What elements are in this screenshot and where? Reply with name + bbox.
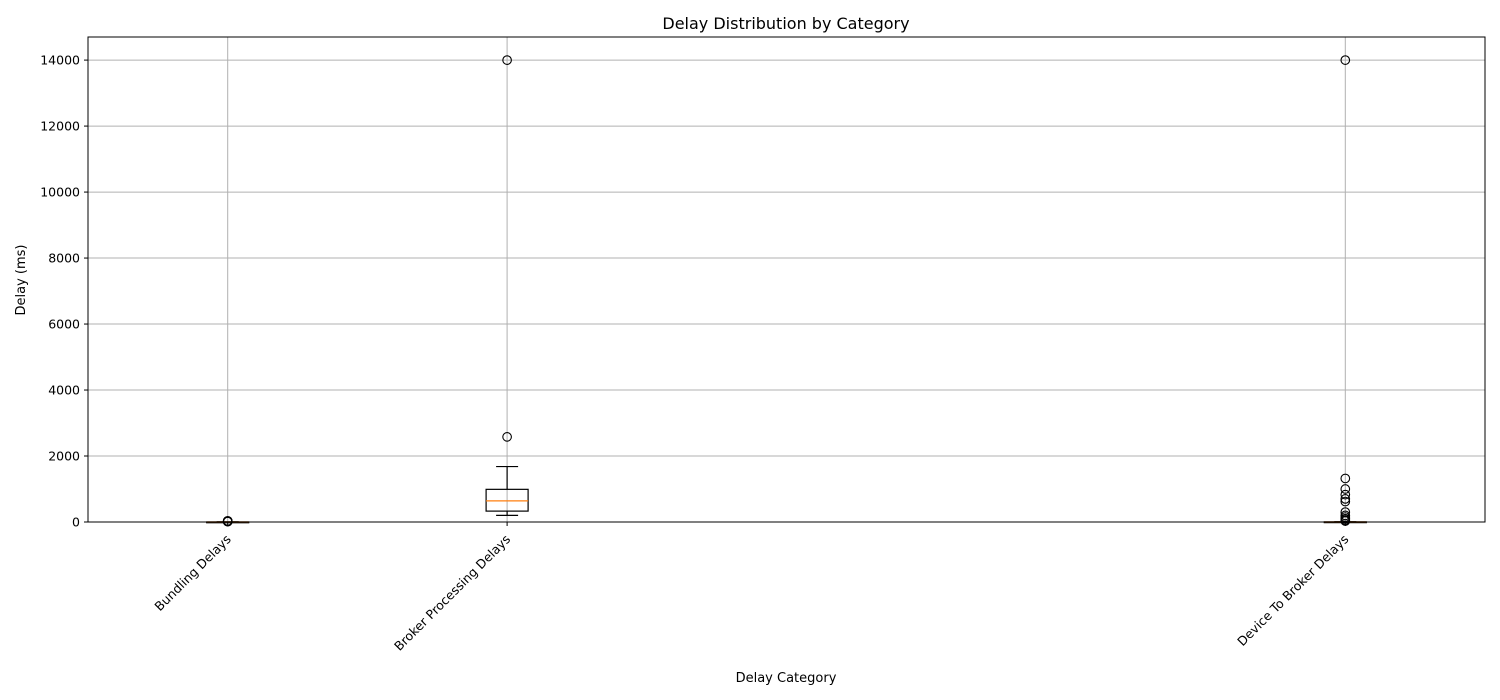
y-tick-label: 4000 — [48, 383, 80, 398]
iqr-box — [485, 488, 529, 512]
outlier-point — [1340, 496, 1351, 507]
chart-title: Delay Distribution by Category — [662, 14, 909, 33]
outlier-point — [1340, 507, 1351, 517]
axis-layer: 0 2000 4000 6000 8000 10000 12000 14000 Bundling… — [40, 36, 1486, 654]
plot-frame — [87, 36, 1486, 523]
outlier-point — [1340, 484, 1351, 494]
y-tick-label: 10000 — [40, 185, 80, 200]
outlier-point — [502, 55, 512, 65]
x-tick-label: Broker Processing Delays — [391, 532, 513, 654]
y-axis-label: Delay (ms) — [14, 245, 29, 316]
outlier-point — [1340, 55, 1351, 65]
x-tick-label: Device To Broker Delays — [1234, 532, 1351, 649]
box-group — [485, 55, 529, 517]
grid-lines — [88, 37, 1485, 523]
outlier-point — [1340, 494, 1351, 504]
y-tick-label: 8000 — [48, 251, 80, 266]
x-tick-label: Bundling Delays — [151, 532, 233, 614]
x-axis-label: Delay Category — [736, 671, 837, 686]
y-tick-label: 6000 — [48, 317, 80, 332]
y-tick-label: 14000 — [40, 53, 80, 68]
y-tick-label: 12000 — [40, 119, 80, 134]
outlier-point — [502, 432, 512, 442]
y-tick-label: 0 — [72, 515, 80, 530]
outlier-point — [1340, 489, 1351, 500]
y-tick-label: 2000 — [48, 449, 80, 464]
outlier-point — [1340, 473, 1351, 484]
outlier-point — [1340, 510, 1351, 521]
